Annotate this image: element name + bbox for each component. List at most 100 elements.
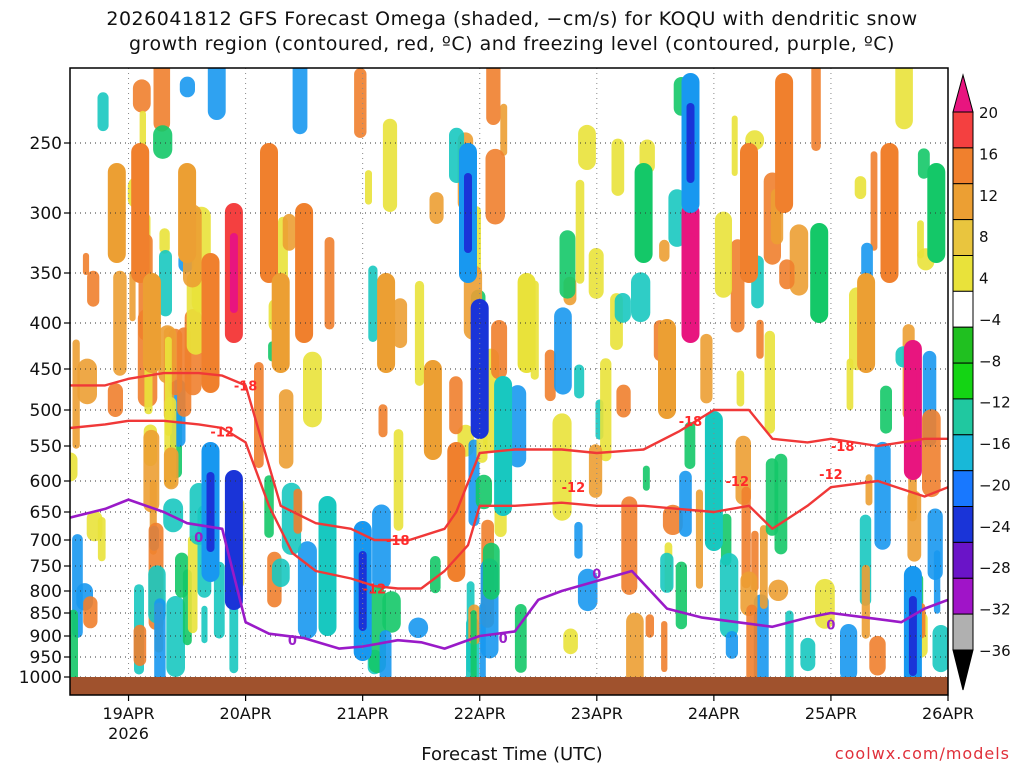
omega-cell xyxy=(517,273,536,373)
colorbar-label: −16 xyxy=(979,435,1011,453)
omega-streak xyxy=(719,553,739,638)
omega-streak xyxy=(869,635,886,676)
contour-label: -18 xyxy=(831,440,855,455)
omega-streak xyxy=(764,330,775,434)
omega-streak xyxy=(846,358,854,411)
contour-label: 0 xyxy=(499,632,508,647)
omega-streak xyxy=(482,542,500,600)
omega-streak xyxy=(614,293,631,323)
omega-streak xyxy=(574,364,585,399)
y-tick-label: 700 xyxy=(30,531,62,551)
omega-streak xyxy=(577,568,598,612)
omega-streak xyxy=(660,552,674,593)
omega-streak xyxy=(642,465,650,491)
contour-label: -12 xyxy=(562,481,586,496)
omega-streak xyxy=(207,68,226,120)
omega-streak xyxy=(661,621,668,672)
omega-streak xyxy=(97,517,106,562)
omega-streak xyxy=(159,250,172,317)
colorbar-label: 4 xyxy=(979,270,989,288)
y-tick-label: 600 xyxy=(30,472,62,492)
omega-streak xyxy=(70,452,78,482)
omega-cell xyxy=(740,143,758,283)
colorbar-segment xyxy=(952,541,974,579)
omega-streak xyxy=(746,604,758,682)
omega-streak xyxy=(365,170,372,205)
omega-core xyxy=(358,551,367,631)
omega-streak xyxy=(861,564,870,639)
omega-streak xyxy=(616,384,631,418)
omega-streak xyxy=(382,118,398,212)
colorbar-segment xyxy=(952,147,974,185)
omega-streak xyxy=(153,68,171,132)
omega-streak xyxy=(578,124,596,170)
omega-streak xyxy=(491,320,508,380)
contour-label: 0 xyxy=(592,568,601,583)
y-tick-label: 550 xyxy=(30,437,62,457)
omega-streak xyxy=(811,68,821,151)
colorbar-label: −20 xyxy=(979,477,1011,495)
omega-streak xyxy=(684,421,696,469)
y-tick-label: 800 xyxy=(30,582,62,602)
omega-streak xyxy=(759,525,768,609)
omega-streak xyxy=(662,504,683,535)
omega-streak xyxy=(393,429,404,531)
colorbar-label: 12 xyxy=(979,187,998,205)
omega-streak xyxy=(87,270,100,307)
omega-streak xyxy=(213,561,225,639)
omega-core xyxy=(908,370,917,450)
colorbar-label: −28 xyxy=(979,559,1011,577)
omega-streak xyxy=(382,591,401,633)
omega-streak xyxy=(932,625,948,673)
omega-streak xyxy=(163,447,179,490)
x-tick-label: 23APR xyxy=(571,704,623,723)
omega-streak xyxy=(271,558,290,587)
omega-streak xyxy=(129,270,136,322)
y-tick-label: 300 xyxy=(30,204,62,224)
omega-streak xyxy=(368,265,378,342)
x-axis-label: Forecast Time (UTC) xyxy=(421,744,603,765)
x-tick-label: 19APR xyxy=(102,704,154,723)
x-tick-label: 20APR xyxy=(220,704,272,723)
omega-streak xyxy=(870,151,878,251)
colorbar: 20 16 12 8 4 −4 −8 −12 −16 −20 −24 −28 −32 −36 xyxy=(952,73,1011,691)
contour-label: -12 xyxy=(726,475,750,490)
colorbar-segment xyxy=(952,362,974,400)
omega-streak xyxy=(179,76,195,98)
omega-streak xyxy=(292,68,308,135)
contour-label: 0 xyxy=(194,531,203,546)
omega-streak xyxy=(354,68,367,138)
x-tick-label: 24APR xyxy=(688,704,740,723)
colorbar-segment xyxy=(952,111,974,149)
contour-label: 0 xyxy=(826,619,835,634)
omega-streak xyxy=(154,598,166,690)
ground-strip xyxy=(70,677,948,695)
omega-streak xyxy=(907,490,922,562)
omega-streak xyxy=(714,211,732,298)
omega-streak xyxy=(865,474,873,506)
omega-cell xyxy=(142,273,161,373)
credit-text: coolwx.com/models xyxy=(834,744,1010,763)
colorbar-top-arrow xyxy=(952,73,974,113)
colorbar-bottom-arrow xyxy=(952,649,974,691)
x-tick-label: 26APR xyxy=(922,704,974,723)
omega-streak xyxy=(500,103,508,156)
omega-streak xyxy=(132,79,151,113)
contour-label: -18 xyxy=(234,379,258,394)
omega-streak xyxy=(113,270,127,376)
omega-streak xyxy=(659,239,670,262)
omega-streak xyxy=(278,389,294,469)
colorbar-label: −12 xyxy=(979,394,1011,412)
omega-streak xyxy=(475,474,492,510)
omega-streak xyxy=(486,68,501,125)
colorbar-segment xyxy=(952,434,974,472)
omega-streak xyxy=(563,628,578,655)
omega-cell xyxy=(423,360,442,460)
omega-streak xyxy=(159,228,170,254)
omega-cell xyxy=(927,163,946,263)
x-tick-label: 22APR xyxy=(454,704,506,723)
omega-streak xyxy=(559,230,576,299)
y-tick-label: 950 xyxy=(30,648,62,668)
omega-streak xyxy=(378,404,388,438)
